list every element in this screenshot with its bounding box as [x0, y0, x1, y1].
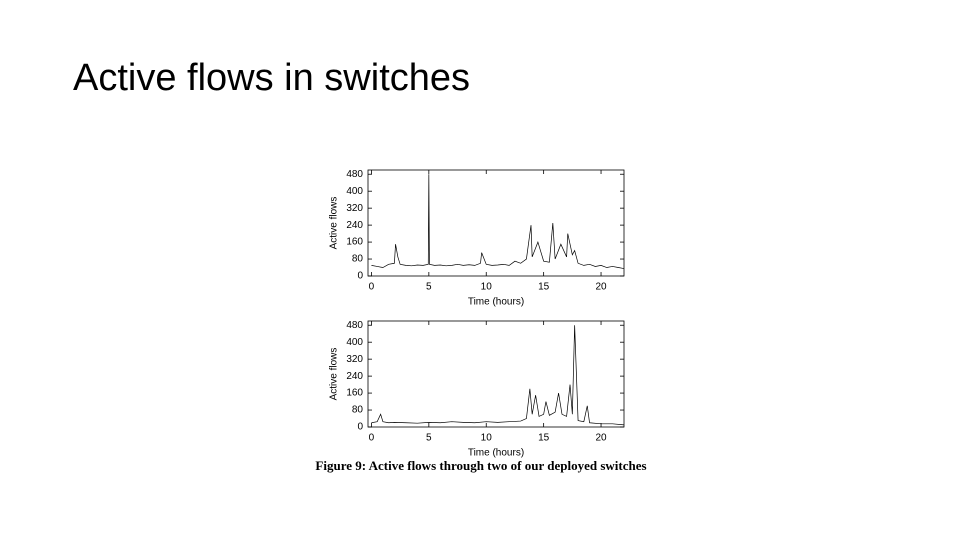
x-tick-label: 0 — [369, 433, 375, 444]
y-tick-label: 320 — [346, 354, 363, 365]
x-axis-label: Time (hours) — [468, 448, 524, 459]
plot-frame — [367, 320, 625, 428]
data-line — [371, 325, 625, 426]
x-axis-label: Time (hours) — [468, 297, 524, 308]
y-tick-label: 400 — [346, 337, 363, 348]
x-tick-label: 5 — [426, 282, 432, 293]
y-axis-label: Active flows — [329, 348, 340, 401]
y-tick-label: 320 — [346, 203, 363, 214]
x-tick-label: 15 — [538, 433, 550, 444]
slide-title: Active flows in switches — [73, 57, 470, 99]
y-tick-label: 0 — [357, 271, 363, 282]
y-tick-label: 240 — [346, 220, 363, 231]
x-tick-label: 15 — [538, 282, 550, 293]
x-tick-label: 0 — [369, 282, 375, 293]
y-tick-label: 80 — [352, 254, 364, 265]
y-tick-label: 480 — [346, 320, 363, 331]
x-tick-label: 10 — [481, 433, 493, 444]
x-tick-label: 5 — [426, 433, 432, 444]
x-tick-label: 10 — [481, 282, 493, 293]
y-tick-label: 80 — [352, 405, 364, 416]
x-tick-label: 20 — [595, 433, 607, 444]
y-tick-label: 400 — [346, 186, 363, 197]
y-axis-label: Active flows — [329, 197, 340, 250]
y-tick-label: 0 — [357, 422, 363, 433]
x-tick-label: 20 — [595, 282, 607, 293]
y-tick-label: 160 — [346, 388, 363, 399]
y-tick-label: 160 — [346, 237, 363, 248]
figure-caption: Figure 9: Active flows through two of ou… — [315, 458, 646, 473]
y-tick-label: 480 — [346, 169, 363, 180]
data-line — [371, 174, 625, 269]
plot-frame — [367, 169, 625, 277]
y-tick-label: 240 — [346, 371, 363, 382]
